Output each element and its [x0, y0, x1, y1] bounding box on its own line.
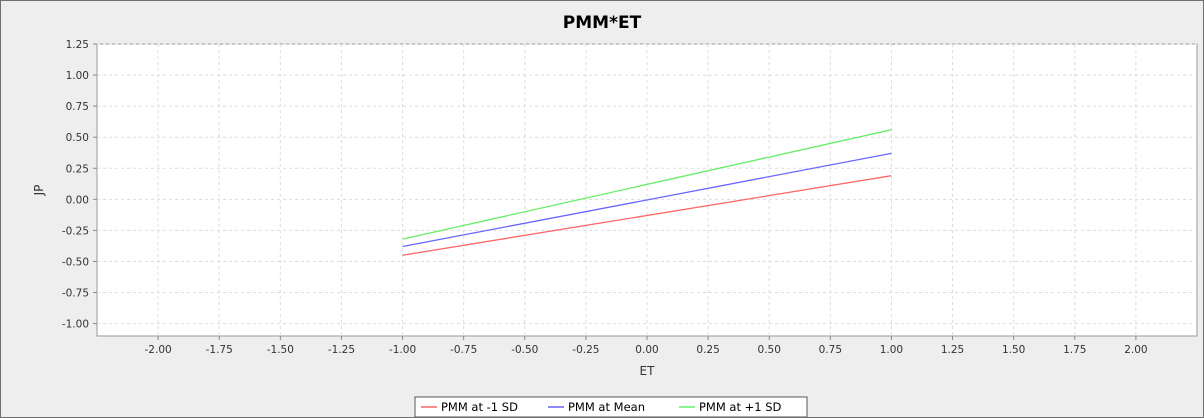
x-axis-ticks: -2.00 -1.75 -1.50 -1.25 -1.00 -0.75 -0.50 -0.25…: [145, 336, 1148, 356]
x-axis-label: ET: [640, 364, 656, 378]
x-tick-label: 0.25: [696, 344, 719, 356]
y-tick-label: 0.25: [66, 163, 89, 175]
x-tick-label: -0.50: [511, 344, 538, 356]
x-tick-label: 1.75: [1063, 344, 1086, 356]
x-tick-label: -1.00: [389, 344, 416, 356]
series-line-1: [402, 152, 892, 248]
x-gridlines: [157, 44, 1137, 336]
series-line-2: [402, 129, 892, 240]
x-tick-label: 1.25: [941, 344, 964, 356]
chart-title: PMM*ET: [563, 13, 642, 33]
legend-label-0: PMM at -1 SD: [441, 400, 518, 414]
series-line-0: [402, 175, 892, 256]
x-tick-label: -0.25: [572, 344, 599, 356]
y-tick-label: -1.00: [62, 319, 89, 331]
y-axis-label: JP: [32, 185, 46, 197]
y-tick-label: 1.00: [66, 70, 89, 82]
x-tick-label: 0.00: [635, 344, 658, 356]
x-tick-label: -1.25: [328, 344, 355, 356]
y-tick-label: -0.50: [62, 256, 89, 268]
legend: PMM at -1 SD PMM at Mean PMM at +1 SD: [414, 396, 808, 417]
y-tick-label: 0.50: [66, 132, 89, 144]
x-tick-label: 0.50: [758, 344, 781, 356]
x-tick-label: 1.50: [1002, 344, 1025, 356]
x-tick-label: -0.75: [450, 344, 477, 356]
y-tick-label: 1.25: [66, 39, 89, 51]
x-tick-label: -1.50: [267, 344, 294, 356]
x-tick-label: 2.00: [1124, 344, 1147, 356]
x-tick-label: -1.75: [206, 344, 233, 356]
y-tick-label: 0.00: [66, 194, 89, 206]
legend-box: [414, 396, 808, 417]
y-tick-label: -0.25: [62, 225, 89, 237]
x-tick-label: 1.00: [880, 344, 903, 356]
legend-label-1: PMM at Mean: [568, 400, 645, 414]
legend-label-2: PMM at +1 SD: [699, 400, 782, 414]
y-tick-label: 0.75: [66, 101, 89, 113]
series-lines: [402, 129, 892, 256]
x-tick-label: -2.00: [145, 344, 172, 356]
y-axis-ticks: 1.25 1.00 0.75 0.50 0.25 0.00 -0.25 -0.50 -0.75 -…: [62, 39, 97, 331]
y-tick-label: -0.75: [62, 288, 89, 300]
x-tick-label: 0.75: [819, 344, 842, 356]
